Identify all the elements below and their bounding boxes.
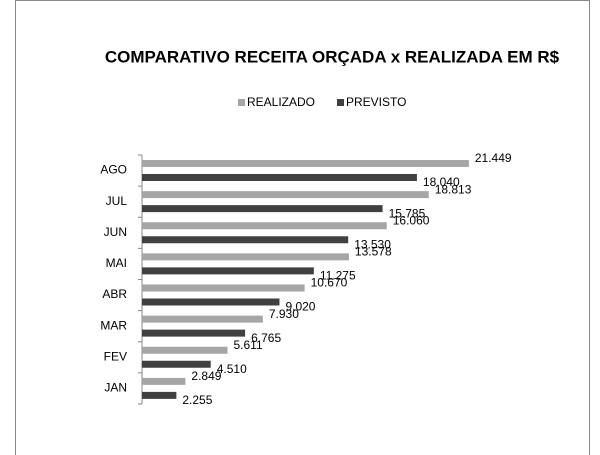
value-label: 15.785 (389, 206, 426, 220)
y-tick-label: ABR (102, 287, 127, 301)
bar (142, 298, 280, 306)
y-tick-label: FEV (104, 349, 127, 363)
bar (142, 346, 228, 354)
chart-title: COMPARATIVO RECEITA ORÇADA x REALIZADA E… (105, 47, 560, 66)
bar (142, 329, 246, 337)
bar (142, 360, 211, 368)
legend-swatch (337, 99, 344, 106)
value-label: 2.255 (182, 393, 212, 407)
y-tick-label: AGO (100, 163, 127, 177)
bar (142, 160, 469, 167)
value-label: 18.813 (435, 182, 472, 196)
value-label: 10.670 (311, 276, 348, 290)
y-tick-label: JAN (104, 381, 127, 395)
bar (142, 391, 177, 399)
value-label: 11.275 (320, 269, 356, 283)
value-label: 5.611 (234, 338, 263, 352)
value-label: 2.849 (191, 369, 221, 383)
bar (142, 267, 314, 275)
y-tick-label: JUN (104, 225, 127, 239)
y-tick-label: MAI (106, 256, 127, 270)
bar (142, 205, 383, 213)
legend-label: PREVISTO (346, 95, 406, 109)
bar (142, 191, 429, 199)
bar (142, 253, 349, 261)
value-label: 7.930 (269, 307, 299, 321)
bar (142, 236, 349, 244)
value-label: 18.040 (423, 175, 460, 189)
bar (142, 315, 263, 323)
bar (142, 377, 186, 385)
value-label: 9.020 (285, 300, 315, 314)
y-tick-label: JUL (106, 194, 128, 208)
legend-swatch (238, 99, 245, 106)
value-label: 13.578 (355, 245, 392, 259)
value-label: 16.060 (393, 213, 430, 227)
value-label: 13.530 (354, 237, 391, 251)
bar (142, 174, 417, 181)
value-label: 21.449 (475, 151, 512, 165)
value-label: 6.765 (251, 331, 281, 345)
legend-label: REALIZADO (247, 95, 315, 109)
y-tick-label: MAR (100, 318, 127, 332)
value-label: 4.510 (217, 362, 247, 376)
bar (142, 284, 305, 292)
bar (142, 222, 387, 230)
